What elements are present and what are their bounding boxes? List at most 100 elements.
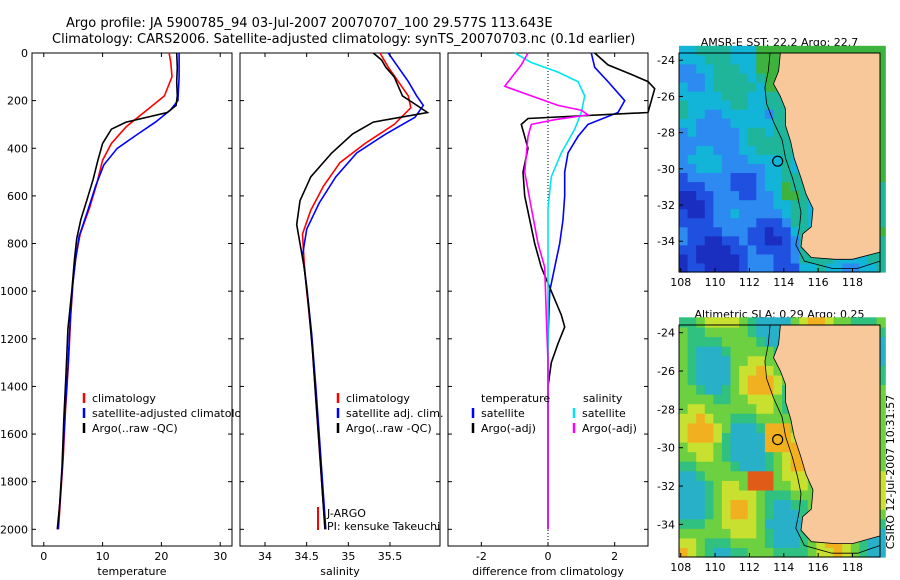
field-cell bbox=[687, 199, 697, 210]
field-cell bbox=[730, 365, 740, 376]
field-cell bbox=[730, 72, 740, 83]
field-cell bbox=[704, 127, 714, 137]
field-cell bbox=[790, 253, 800, 264]
field-cell bbox=[756, 461, 766, 472]
field-cell bbox=[764, 199, 775, 210]
temperature-profile-frame bbox=[31, 52, 233, 547]
field-cell bbox=[790, 451, 800, 462]
field-cell bbox=[704, 432, 714, 443]
field-cell bbox=[704, 190, 714, 201]
field-cell bbox=[730, 154, 740, 164]
field-cell bbox=[764, 317, 775, 328]
series-line-temperature-satellite bbox=[547, 52, 626, 530]
field-cell bbox=[739, 374, 749, 386]
csiro-timestamp-label: CSIRO 12-Jul-2007 10:31:57 bbox=[884, 395, 897, 549]
field-cell bbox=[679, 72, 689, 83]
field-cell bbox=[764, 235, 775, 246]
field-cell bbox=[773, 45, 783, 56]
field-cell bbox=[713, 336, 723, 347]
field-cell bbox=[859, 263, 869, 273]
field-cell bbox=[842, 547, 852, 558]
field-cell bbox=[773, 154, 783, 164]
field-cell bbox=[704, 145, 714, 155]
field-cell bbox=[679, 518, 689, 529]
field-cell bbox=[790, 217, 800, 228]
field-cell bbox=[782, 217, 792, 228]
field-cell bbox=[730, 451, 740, 462]
field-cell bbox=[704, 136, 714, 146]
field-cell bbox=[730, 163, 740, 173]
field-cell bbox=[687, 63, 697, 74]
field-cell bbox=[713, 127, 723, 137]
field-cell bbox=[790, 181, 800, 192]
field-cell bbox=[773, 537, 783, 548]
field-cell bbox=[704, 470, 714, 481]
field-cell bbox=[721, 190, 732, 201]
field-cell bbox=[756, 190, 766, 201]
field-cell bbox=[704, 422, 714, 433]
field-cell bbox=[756, 263, 766, 273]
field-cell bbox=[790, 499, 800, 510]
field-cell bbox=[739, 518, 749, 529]
field-cell bbox=[730, 263, 740, 273]
map-x-tick-label: 114 bbox=[773, 276, 794, 289]
field-cell bbox=[825, 45, 835, 56]
field-cell bbox=[679, 547, 689, 558]
field-cell bbox=[747, 480, 757, 491]
series-line-argo-raw-qc bbox=[56, 52, 179, 530]
y-tick-label: 1000 bbox=[0, 285, 28, 298]
field-cell bbox=[704, 336, 714, 347]
field-cell bbox=[747, 118, 757, 128]
field-cell bbox=[747, 470, 757, 481]
field-cell bbox=[756, 394, 766, 405]
field-cell bbox=[713, 470, 723, 481]
field-cell bbox=[679, 326, 689, 338]
field-cell bbox=[721, 365, 732, 376]
field-cell bbox=[747, 374, 757, 386]
field-cell bbox=[782, 163, 792, 173]
field-cell bbox=[773, 91, 783, 101]
map-x-tick-label: 108 bbox=[670, 276, 691, 289]
field-cell bbox=[807, 547, 817, 558]
field-cell bbox=[782, 317, 792, 328]
field-cell bbox=[782, 413, 792, 424]
field-cell bbox=[756, 528, 766, 539]
field-cell bbox=[773, 208, 783, 219]
field-cell bbox=[799, 45, 809, 56]
field-cell bbox=[756, 226, 766, 237]
field-cell bbox=[790, 461, 800, 472]
field-cell bbox=[696, 413, 706, 424]
field-cell bbox=[713, 163, 723, 173]
field-cell bbox=[782, 181, 792, 192]
field-cell bbox=[764, 226, 775, 237]
field-cell bbox=[696, 365, 706, 376]
field-cell bbox=[721, 63, 732, 74]
field-cell bbox=[687, 374, 697, 386]
field-cell bbox=[721, 226, 732, 237]
field-cell bbox=[721, 374, 732, 386]
field-cell bbox=[773, 163, 783, 173]
field-cell bbox=[730, 244, 740, 255]
field-cell bbox=[696, 190, 706, 201]
field-cell bbox=[713, 253, 723, 264]
field-cell bbox=[687, 72, 697, 83]
field-cell bbox=[876, 422, 886, 433]
field-cell bbox=[876, 253, 886, 264]
map-y-tick-label: -34 bbox=[657, 235, 675, 248]
y-tick-label: 2000 bbox=[0, 523, 28, 536]
map-x-tick-label: 114 bbox=[773, 561, 794, 574]
legend-label-argo-raw-qc: Argo(..raw -QC) bbox=[92, 422, 178, 435]
figure-title-line2: Climatology: CARS2006. Satellite-adjuste… bbox=[52, 32, 635, 47]
field-cell bbox=[876, 127, 886, 137]
field-cell bbox=[756, 499, 766, 510]
field-cell bbox=[773, 263, 783, 273]
field-cell bbox=[876, 346, 886, 357]
field-cell bbox=[782, 127, 792, 137]
field-cell bbox=[730, 118, 740, 128]
field-cell bbox=[764, 413, 775, 424]
field-cell bbox=[687, 384, 697, 395]
field-cell bbox=[730, 208, 740, 219]
field-cell bbox=[739, 365, 749, 376]
field-cell bbox=[713, 326, 723, 338]
